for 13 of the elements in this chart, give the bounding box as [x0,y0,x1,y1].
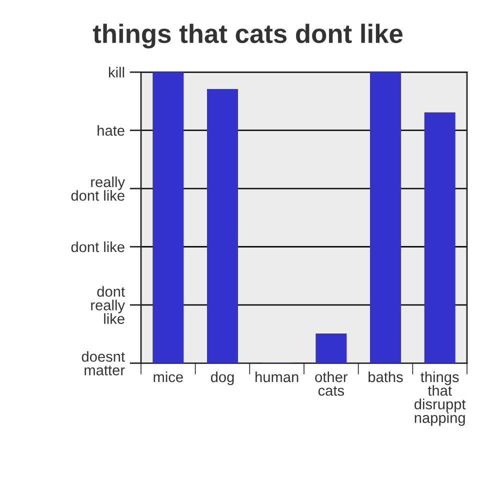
x-tick-label: things that disruppt napping [414,371,466,426]
category-label: kill [109,66,124,78]
category-label: hate [98,125,124,136]
category-label: dont really like [91,286,125,324]
x-tick-label: other cats [315,371,348,396]
category-label: doesnt matter [82,351,125,376]
x-tick-label: baths [368,371,403,382]
category-label: really dont like [71,176,125,201]
x-tick-label: dog [210,371,234,386]
category-label: dont like [71,241,124,252]
chart-title: things that cats dont like [92,24,403,48]
x-tick-label: human [256,371,298,382]
x-tick-label: mice [154,371,183,382]
